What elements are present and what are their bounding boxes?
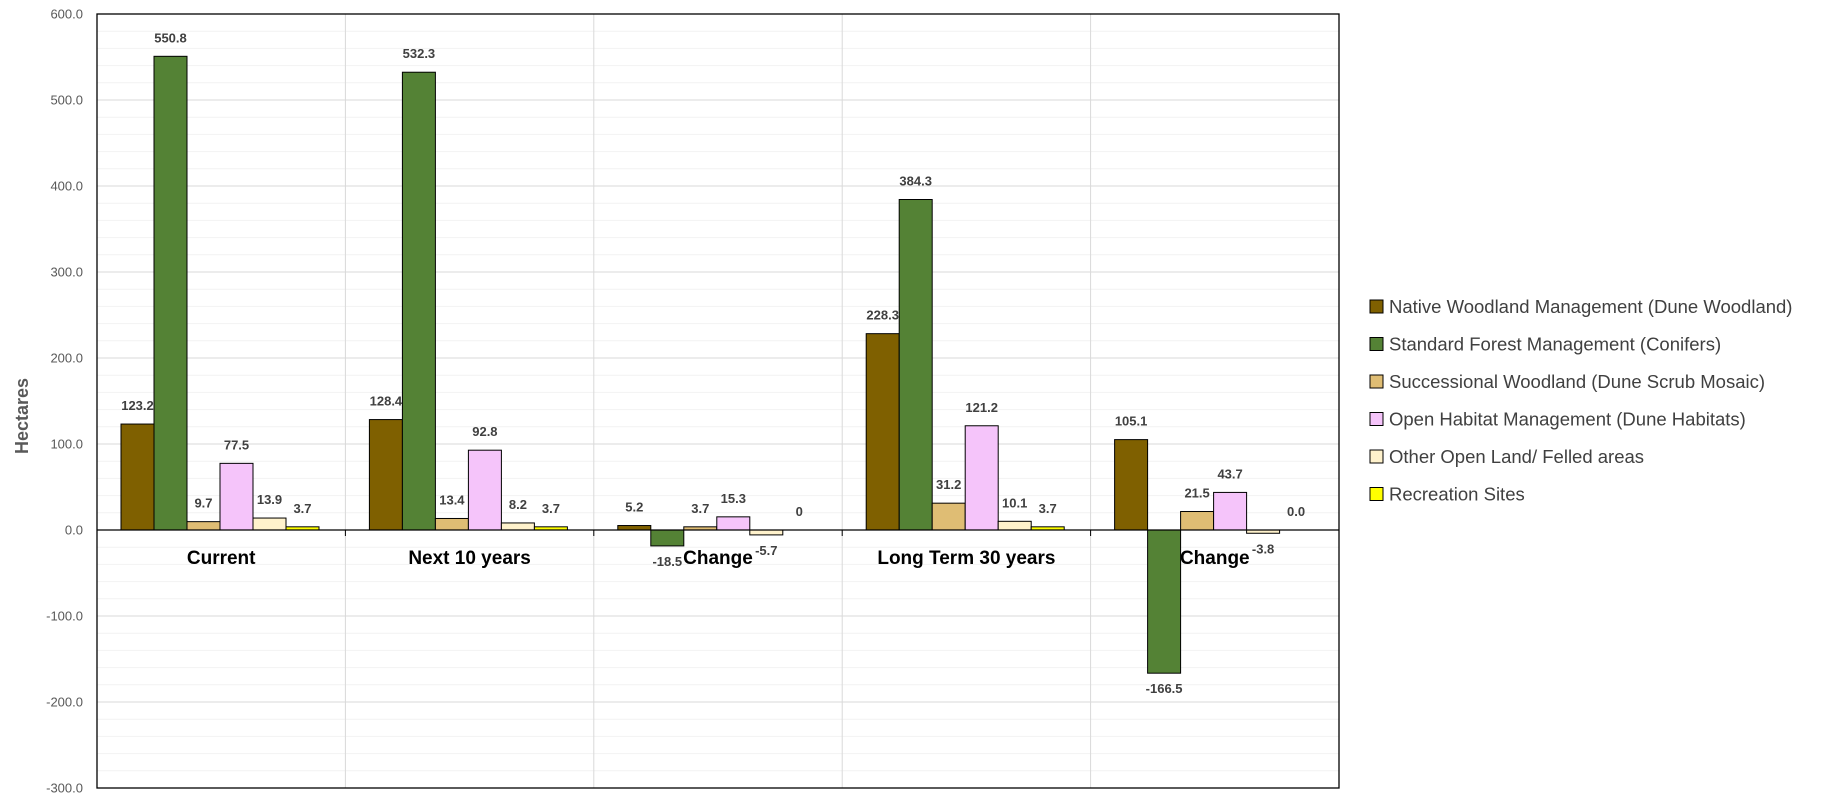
legend-label: Open Habitat Management (Dune Habitats) (1389, 409, 1746, 430)
y-tick-labels: 600.0 500.0 400.0 300.0 200.0 100.0 0.0 -100.0 -… (46, 7, 83, 796)
bar (716, 516, 751, 531)
data-label: 8.2 (509, 497, 527, 512)
legend-label: Recreation Sites (1389, 484, 1525, 505)
y-tick-label: 400.0 (50, 179, 83, 194)
bar (1180, 511, 1215, 531)
y-tick-label: 0.0 (65, 523, 83, 538)
category-label: Current (187, 548, 256, 569)
bar (186, 521, 221, 531)
y-tick-label: 300.0 (50, 265, 83, 280)
bar (401, 71, 436, 531)
bar (1147, 529, 1182, 674)
bar (434, 517, 469, 531)
legend-label: Native Woodland Management (Dune Woodlan… (1389, 296, 1792, 317)
bar (1213, 491, 1248, 531)
data-label: 21.5 (1184, 486, 1209, 501)
data-label: -3.8 (1252, 541, 1274, 556)
axes (96, 13, 1340, 789)
bar (617, 525, 652, 531)
data-label: 228.3 (866, 308, 899, 323)
legend-swatch (1369, 487, 1384, 501)
legend-label: Standard Forest Management (Conifers) (1389, 334, 1721, 355)
category-label: Next 10 years (408, 548, 531, 569)
data-label: -18.5 (652, 554, 682, 569)
legend-swatch (1369, 374, 1384, 389)
y-axis-label: Hectares (12, 378, 32, 454)
data-label: -166.5 (1146, 681, 1183, 696)
legend-label: Other Open Land/ Felled areas (1389, 446, 1644, 467)
data-label: 5.2 (625, 500, 643, 515)
data-labels: 123.2 128.4 5.2 228.3 105.1 550.8 532.3 -18.5 38… (121, 30, 1305, 696)
data-label: 550.8 (154, 30, 187, 45)
category-label: Change (1180, 548, 1250, 569)
y-tick-label: 500.0 (50, 93, 83, 108)
data-label: 3.7 (293, 501, 311, 516)
category-label: Change (683, 548, 753, 569)
bar (931, 502, 966, 531)
bar (368, 419, 403, 531)
y-tick-label: 100.0 (50, 437, 83, 452)
legend-label: Successional Woodland (Dune Scrub Mosaic… (1389, 371, 1765, 392)
data-label: 3.7 (691, 501, 709, 516)
bar (153, 55, 188, 531)
y-tick-label: 200.0 (50, 351, 83, 366)
data-label: 105.1 (1115, 414, 1148, 429)
data-label: 15.3 (721, 491, 746, 506)
bar (1114, 439, 1149, 531)
legend-swatch (1369, 337, 1384, 351)
category-labels: Current Next 10 years Change Long Term 30 y… (187, 548, 1250, 569)
y-tick-label: 600.0 (50, 7, 83, 22)
bar (898, 199, 933, 531)
data-label: 10.1 (1002, 495, 1027, 510)
data-label: 13.4 (439, 492, 465, 507)
data-label: 0 (796, 504, 803, 519)
legend-item: Other Open Land/ Felled areas (1369, 446, 1644, 467)
legend-swatch (1369, 299, 1384, 314)
bar (467, 449, 502, 531)
bar (500, 522, 535, 531)
y-tick-label: -100.0 (46, 609, 83, 624)
bar (865, 333, 900, 531)
bar (219, 462, 254, 531)
legend-item: Native Woodland Management (Dune Woodlan… (1369, 296, 1792, 317)
bar (964, 425, 999, 531)
bar (650, 529, 685, 547)
data-label: 13.9 (257, 492, 282, 507)
data-label: 128.4 (370, 394, 403, 409)
data-label: -5.7 (755, 543, 777, 558)
data-label: 532.3 (403, 46, 436, 61)
legend-item: Open Habitat Management (Dune Habitats) (1369, 409, 1746, 430)
legend-swatch (1369, 449, 1384, 464)
bar (120, 423, 155, 531)
legend-swatch (1369, 412, 1384, 426)
data-label: 123.2 (121, 398, 154, 413)
legend-item: Recreation Sites (1369, 484, 1525, 505)
bars (120, 55, 1281, 674)
data-label: 92.8 (472, 424, 497, 439)
legend: Native Woodland Management (Dune Woodlan… (1369, 296, 1792, 505)
legend-item: Successional Woodland (Dune Scrub Mosaic… (1369, 371, 1765, 392)
data-label: 3.7 (542, 501, 560, 516)
legend-item: Standard Forest Management (Conifers) (1369, 334, 1721, 355)
data-label: 9.7 (194, 496, 212, 511)
data-label: 121.2 (965, 400, 998, 415)
category-label: Long Term 30 years (877, 548, 1055, 569)
data-label: 3.7 (1039, 501, 1057, 516)
y-tick-label: -300.0 (46, 781, 83, 796)
data-label: 384.3 (899, 174, 932, 189)
data-label: 0.0 (1287, 504, 1305, 519)
data-label: 43.7 (1217, 466, 1242, 481)
bar (252, 517, 287, 531)
bar (749, 529, 784, 536)
y-tick-label: -200.0 (46, 695, 83, 710)
data-label: 31.2 (936, 477, 961, 492)
plot-border (96, 13, 1340, 789)
data-label: 77.5 (224, 437, 249, 452)
bar (997, 520, 1032, 531)
